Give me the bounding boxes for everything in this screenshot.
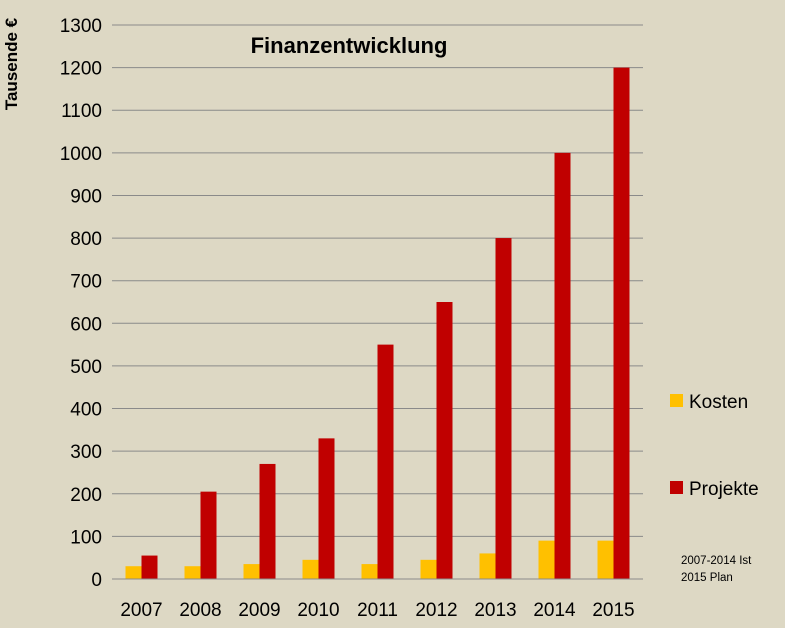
x-tick-label: 2008 (179, 600, 221, 621)
y-axis-ticks: 0 100 200 300 400 500 600 700 800 900 1000 1100 1200… (60, 16, 102, 591)
y-tick-label: 1300 (60, 16, 102, 37)
x-tick-label: 2013 (474, 600, 516, 621)
bar-projekte-2009 (259, 463, 276, 579)
bar-projekte-2007 (141, 555, 158, 579)
bar-kosten-2007 (125, 566, 142, 579)
y-tick-label: 200 (70, 485, 102, 506)
y-tick-label: 1000 (60, 144, 102, 165)
y-tick-label: 400 (70, 400, 102, 421)
y-axis-label: Tausende € (2, 17, 21, 110)
note-line-1: 2007-2014 Ist (681, 555, 752, 567)
x-tick-label: 2009 (238, 600, 280, 621)
bar-kosten-2012 (420, 559, 437, 579)
x-axis-ticks: 2007 2008 2009 2010 2011 2012 2013 2014 2015 (120, 600, 634, 621)
x-tick-label: 2015 (592, 600, 634, 621)
bar-projekte-2014 (554, 152, 571, 579)
bar-kosten-2011 (361, 564, 378, 579)
legend: Kosten Projekte (670, 392, 759, 500)
bar-projekte-2010 (318, 438, 335, 579)
y-tick-label: 800 (70, 229, 102, 250)
x-tick-label: 2010 (297, 600, 339, 621)
legend-label-projekte: Projekte (689, 479, 759, 500)
y-tick-label: 1200 (60, 59, 102, 80)
bar-kosten-2015 (597, 540, 614, 579)
y-tick-label: 0 (91, 570, 102, 591)
y-tick-label: 500 (70, 357, 102, 378)
legend-swatch-projekte (670, 481, 683, 494)
x-tick-label: 2007 (120, 600, 162, 621)
bar-projekte-2015 (613, 67, 630, 579)
legend-swatch-kosten (670, 394, 683, 407)
y-tick-label: 100 (70, 527, 102, 548)
bar-kosten-2009 (243, 564, 260, 579)
legend-label-kosten: Kosten (689, 392, 748, 413)
x-tick-label: 2011 (357, 600, 398, 621)
note: 2007-2014 Ist 2015 Plan (681, 555, 752, 584)
bar-projekte-2012 (436, 302, 453, 579)
y-tick-label: 900 (70, 186, 102, 207)
y-tick-label: 700 (70, 272, 102, 293)
bar-projekte-2008 (200, 491, 217, 579)
bar-kosten-2010 (302, 559, 319, 579)
y-tick-label: 1100 (61, 101, 102, 122)
y-tick-label: 300 (70, 442, 102, 463)
note-line-2: 2015 Plan (681, 572, 733, 584)
bar-kosten-2014 (538, 540, 555, 579)
bars (125, 67, 630, 580)
y-tick-label: 600 (70, 314, 102, 335)
bar-kosten-2013 (479, 553, 496, 579)
x-tick-label: 2014 (533, 600, 576, 621)
bar-kosten-2008 (184, 566, 201, 579)
bar-projekte-2011 (377, 344, 394, 579)
x-tick-label: 2012 (415, 600, 457, 621)
bar-projekte-2013 (495, 238, 512, 580)
chart-title: Finanzentwicklung (251, 33, 448, 58)
